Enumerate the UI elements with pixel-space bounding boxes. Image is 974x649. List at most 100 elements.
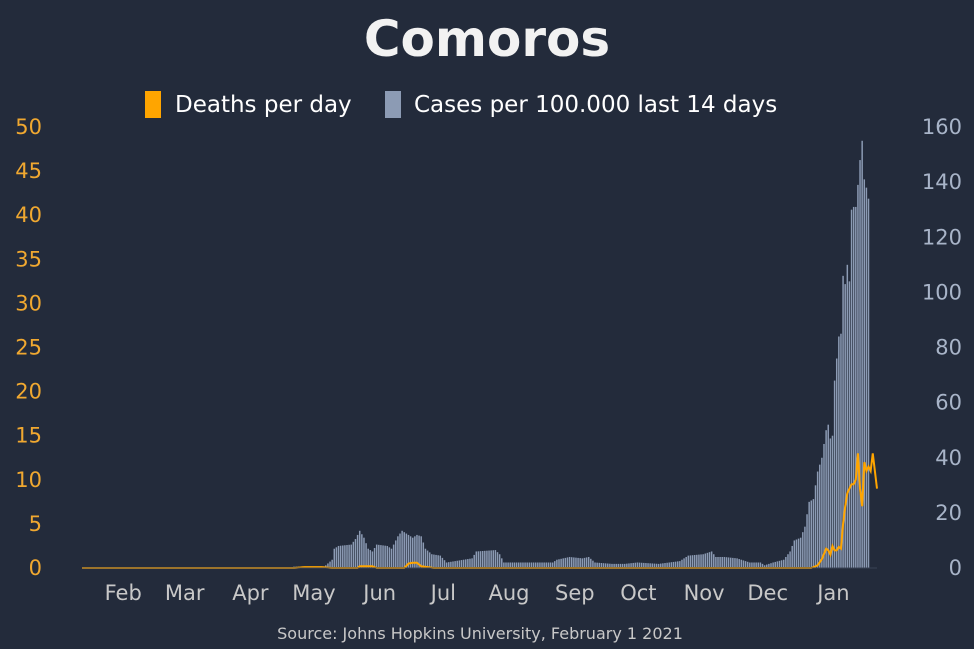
cases-bar [729, 557, 732, 568]
cases-bar [467, 559, 469, 568]
cases-bar [660, 563, 662, 568]
cases-bar [681, 559, 683, 568]
cases-bar [539, 562, 541, 568]
cases-bar [749, 562, 751, 568]
cases-bar [795, 539, 798, 568]
cases-bar [710, 551, 713, 568]
cases-bar [346, 545, 348, 568]
cases-bar [348, 544, 350, 568]
cases-bar [365, 543, 367, 568]
cases-bar [401, 530, 403, 568]
cases-bar [607, 563, 609, 568]
cases-bar [532, 562, 535, 568]
cases-bar [386, 545, 389, 568]
cases-bar [327, 563, 329, 568]
cases-bar [833, 380, 836, 568]
cases-bar [566, 557, 569, 568]
cases-bar [687, 555, 690, 568]
y-right-tick-label: 80 [935, 336, 962, 360]
cases-bar [335, 547, 338, 568]
legend-swatch-cases [385, 91, 401, 118]
cases-bar [522, 562, 524, 568]
cases-bar [855, 206, 857, 568]
cases-bar [825, 430, 827, 568]
cases-bar [369, 550, 372, 568]
cases-bar [469, 558, 471, 568]
cases-bar [772, 562, 774, 568]
cases-bar [683, 558, 685, 568]
y-left-tick-label: 15 [15, 424, 42, 448]
cases-bar [691, 555, 694, 568]
cases-bar [704, 553, 707, 568]
y-left-tick-label: 10 [15, 468, 42, 492]
cases-bar [638, 562, 641, 568]
cases-bar [609, 563, 611, 568]
cases-bar [543, 562, 545, 568]
cases-bar [458, 560, 461, 568]
cases-bar [452, 561, 454, 568]
cases-bar [558, 559, 560, 568]
y-left-tick-label: 35 [15, 247, 42, 271]
cases-bar [812, 499, 815, 568]
cases-bar [344, 545, 346, 568]
cases-bar [759, 562, 762, 568]
cases-bar [384, 545, 386, 568]
cases-bar [672, 561, 675, 568]
cases-bar [549, 562, 552, 568]
cases-bar [511, 562, 514, 568]
cases-bar [388, 547, 391, 568]
cases-bar [789, 551, 791, 568]
cases-bar [363, 537, 365, 568]
cases-bar [462, 559, 465, 568]
cases-bar [626, 563, 628, 568]
cases-bar [475, 551, 478, 568]
cases-bar [774, 561, 776, 568]
cases-bar [768, 563, 770, 568]
cases-bar [397, 536, 399, 568]
cases-bar [702, 554, 704, 568]
cases-bar [770, 563, 772, 568]
cases-bar [356, 534, 359, 568]
cases-bar [590, 558, 592, 568]
cases-bar [617, 563, 620, 568]
cases-bar [852, 206, 855, 568]
cases-bar [823, 443, 825, 568]
cases-bar [708, 552, 711, 568]
cases-bar [738, 559, 740, 568]
cases-bar [395, 540, 397, 568]
y-right-tick-label: 140 [922, 170, 962, 194]
source-note: Source: Johns Hopkins University, Februa… [277, 624, 683, 643]
x-tick-label: Dec [747, 581, 788, 605]
cases-bar [698, 554, 700, 568]
cases-bar [746, 561, 749, 568]
cases-bar [782, 559, 785, 568]
cases-bar [732, 557, 734, 568]
cases-bar [456, 560, 458, 568]
legend-label-deaths: Deaths per day [175, 92, 352, 118]
cases-bar [657, 563, 660, 568]
cases-bar [797, 538, 800, 568]
cases-bar [350, 544, 352, 568]
cases-bar [390, 548, 393, 568]
cases-bar [640, 562, 643, 568]
cases-bar [594, 562, 596, 568]
cases-bar [378, 544, 380, 568]
cases-bar [554, 561, 556, 568]
cases-bar [679, 561, 681, 568]
cases-bar [863, 179, 866, 568]
cases-bar [623, 563, 626, 568]
cases-bar [689, 555, 692, 568]
cases-bar [367, 548, 369, 568]
cases-bar [780, 560, 783, 568]
cases-bar [361, 534, 363, 568]
x-tick-label: Sep [555, 581, 595, 605]
cases-bar [706, 552, 709, 568]
cases-bar [547, 562, 550, 568]
cases-bar [503, 562, 505, 568]
cases-bar [602, 563, 605, 568]
cases-bar [630, 563, 632, 568]
cases-bar [534, 562, 537, 568]
cases-bar [674, 561, 677, 568]
cases-bar [725, 557, 728, 568]
